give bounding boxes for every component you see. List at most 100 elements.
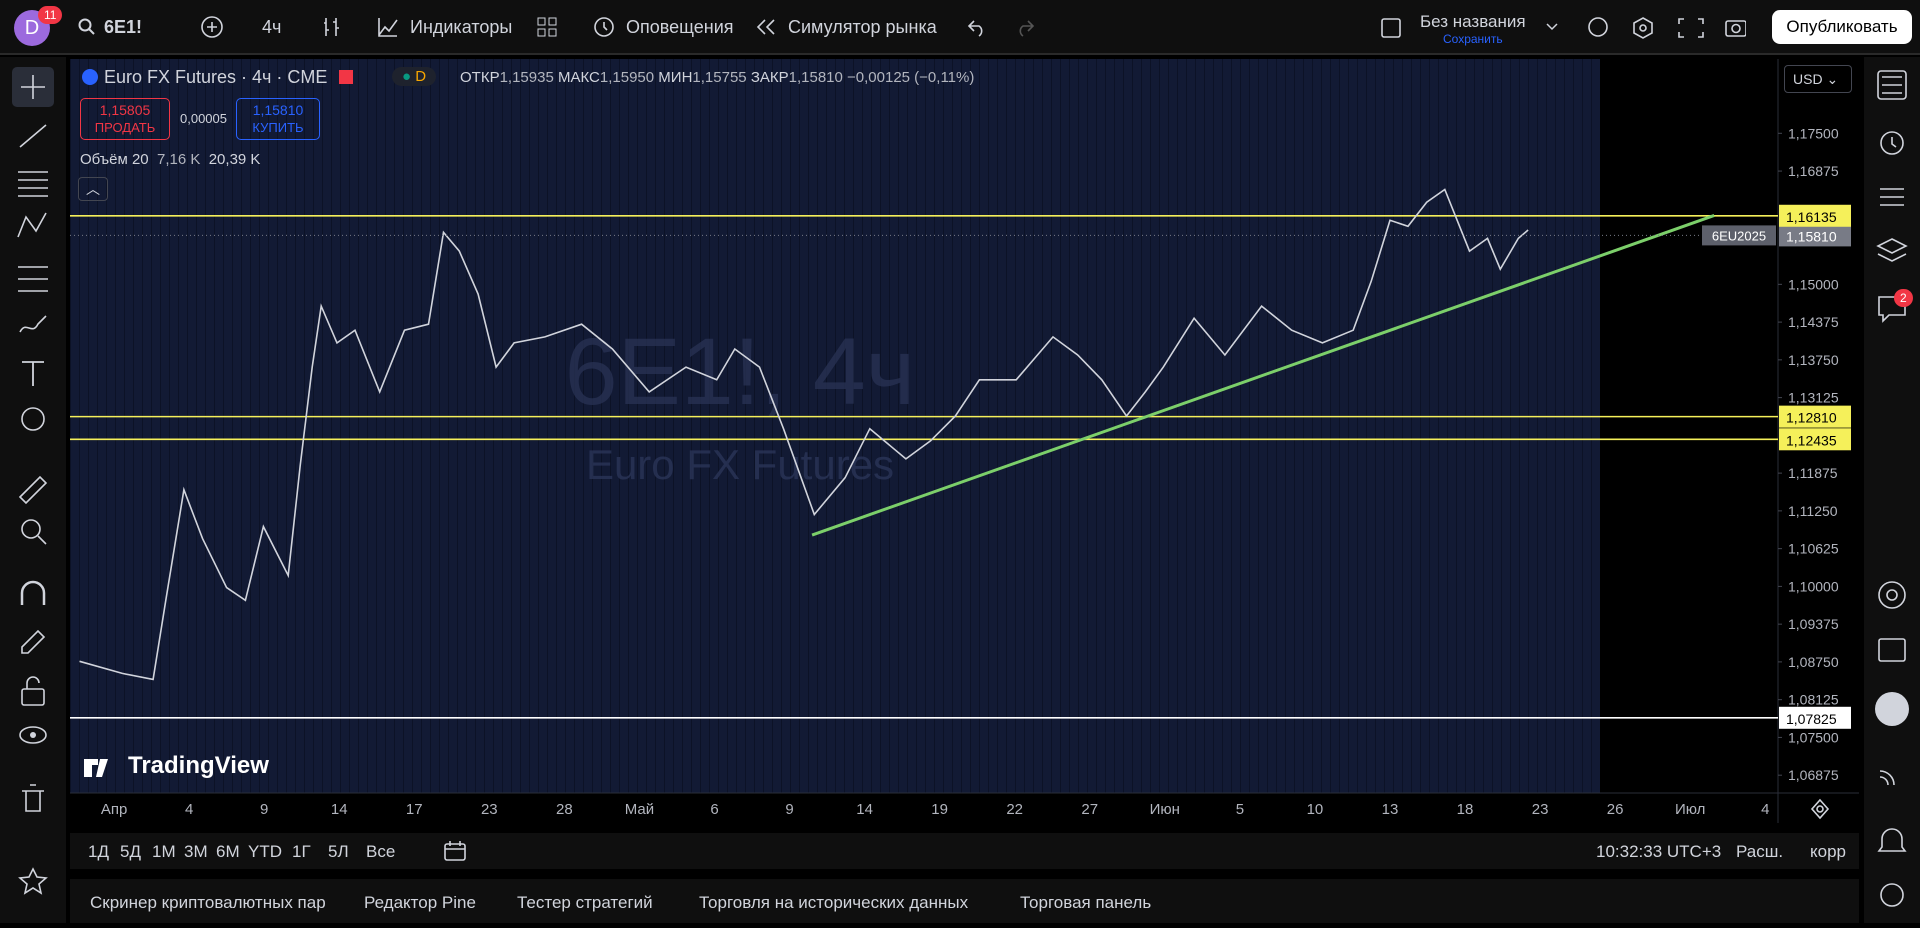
volume-label: Объём 20 <box>80 151 149 168</box>
buy-label: КУПИТЬ <box>252 120 304 135</box>
indicators-icon <box>378 18 398 37</box>
chart-layer: 1,17500 1,16875 1,15000 1,14375 1,13750 1,131… <box>70 125 1851 818</box>
replay-icon <box>756 19 775 35</box>
replay[interactable]: Симулятор рынка <box>788 17 937 37</box>
sell-button[interactable]: 1,15805 ПРОДАТЬ <box>80 98 170 140</box>
layout-icon[interactable] <box>1380 17 1402 39</box>
templates-icon[interactable] <box>535 15 559 39</box>
x-tick-label: 6 <box>710 801 718 818</box>
level-label-bg <box>1779 405 1851 428</box>
low: 1,15755 <box>692 69 747 86</box>
low-label: МИН <box>658 69 693 86</box>
save[interactable]: Сохранить <box>1443 32 1503 46</box>
last-price-badge <box>1702 225 1776 246</box>
chart: 6E1!, 4ч Euro FX Futures 1,175001,168751… <box>70 59 1859 823</box>
currency-button[interactable]: USD ⌄ <box>1784 65 1852 93</box>
settings-icon[interactable] <box>1810 798 1830 820</box>
alerts[interactable]: Оповещения <box>626 17 734 37</box>
x-tick-label: 26 <box>1607 801 1624 818</box>
redo-icon[interactable] <box>1014 17 1036 37</box>
watermark-symbol: 6E1!, 4ч <box>565 319 916 425</box>
date-range-icon[interactable] <box>442 839 468 863</box>
sell-label: ПРОДАТЬ <box>94 120 156 135</box>
x-tick-label: 23 <box>1532 801 1549 818</box>
close: 1,15810 <box>788 69 843 86</box>
interval[interactable]: 4ч <box>262 17 282 37</box>
x-tick-label: 17 <box>406 801 423 818</box>
level-label: 1,07825 <box>1786 711 1837 727</box>
last-price-label-bg <box>1779 224 1851 247</box>
trend-line <box>811 214 1715 537</box>
level-label-bg <box>1779 706 1851 729</box>
volume-legend: Объём 20 7,16 K 20,39 K <box>80 151 260 168</box>
tab[interactable]: Скринер криптовалютных пар <box>90 893 326 912</box>
currency: USD <box>1793 71 1823 87</box>
x-tick-label: Апр <box>101 801 127 818</box>
y-tick-label: 1,16875 <box>1788 163 1839 179</box>
x-tick-label: 14 <box>856 801 873 818</box>
indicators[interactable]: Индикаторы <box>410 17 513 37</box>
x-tick-label: 9 <box>785 801 793 818</box>
logo: TradingView <box>128 752 269 779</box>
y-tick-label: 1,14375 <box>1788 314 1839 330</box>
level-label-bg <box>1779 204 1851 227</box>
x-tick-label: 14 <box>331 801 348 818</box>
range-button[interactable]: 6М <box>216 842 240 861</box>
x-tick-label: 22 <box>1006 801 1023 818</box>
tab[interactable]: Торговля на исторических данных <box>699 893 969 912</box>
range-button[interactable]: 1Д <box>88 842 109 861</box>
publish-button[interactable]: Опубликовать <box>1772 10 1912 44</box>
x-tick-label: 18 <box>1457 801 1474 818</box>
tab[interactable]: Торговая панель <box>1020 893 1152 912</box>
level-label: 1,16135 <box>1786 209 1837 225</box>
add-icon[interactable] <box>200 15 224 39</box>
notification-badge: 2 <box>1894 289 1913 307</box>
x-tick-label: 28 <box>556 801 573 818</box>
range-button[interactable]: 1Г <box>292 842 311 861</box>
collapse-button[interactable]: ︿ <box>78 177 108 201</box>
range-button[interactable]: 1М <box>152 842 176 861</box>
x-tick-label: 5 <box>1236 801 1244 818</box>
x-tick-label: 10 <box>1307 801 1324 818</box>
session-background <box>70 59 1600 793</box>
top-icons[interactable] <box>1586 15 1746 41</box>
level-label-bg <box>1779 428 1851 451</box>
undo-icon[interactable] <box>966 17 988 37</box>
side-icons[interactable] <box>1864 57 1920 923</box>
market-status: D <box>415 68 427 85</box>
extended-hours[interactable]: Расш. <box>1736 842 1784 861</box>
x-tick-label: Май <box>625 801 654 818</box>
range-button[interactable]: 3М <box>184 842 208 861</box>
bottom-tabs: Скринер криптовалютных пар Редактор Pine Т… <box>70 879 1859 923</box>
side-toolbar: 2 <box>1864 57 1920 923</box>
open: 1,15935 <box>499 69 554 86</box>
search-icon <box>78 18 95 35</box>
open-label: ОТКР <box>460 69 500 86</box>
change: −0,00125 (−0,11%) <box>847 69 975 86</box>
x-tick-label: 4 <box>1761 801 1769 818</box>
buy-button[interactable]: 1,15810 КУПИТЬ <box>236 98 320 140</box>
logo-mark <box>84 759 108 777</box>
avatar-badge: 11 <box>38 6 63 24</box>
buy-price: 1,15810 <box>252 102 304 118</box>
y-tick-label: 1,13125 <box>1788 390 1839 406</box>
range-button[interactable]: 5Л <box>328 842 349 861</box>
legend-title: Euro FX Futures · 4ч · CME <box>82 67 354 88</box>
symbol[interactable]: 6E1! <box>104 17 143 37</box>
tab[interactable]: Редактор Pine <box>364 893 476 912</box>
range-button[interactable]: 5Д <box>120 842 141 861</box>
last-price-symbol: 6EU2025 <box>1712 228 1766 243</box>
chart-type-icon[interactable] <box>320 15 344 39</box>
adjust[interactable]: корр <box>1810 842 1846 861</box>
level-label: 1,12435 <box>1786 432 1837 448</box>
x-tick-label: Июл <box>1675 801 1705 818</box>
x-tick-label: 23 <box>481 801 498 818</box>
layout-name[interactable]: Без названия <box>1420 12 1526 31</box>
layout-menu[interactable] <box>1545 20 1559 34</box>
y-tick-label: 1,08750 <box>1788 654 1839 670</box>
tool-icons[interactable] <box>0 57 66 923</box>
range-button[interactable]: Все <box>366 842 396 861</box>
range-button[interactable]: YTD <box>248 842 282 861</box>
tab[interactable]: Тестер стратегий <box>517 893 653 912</box>
